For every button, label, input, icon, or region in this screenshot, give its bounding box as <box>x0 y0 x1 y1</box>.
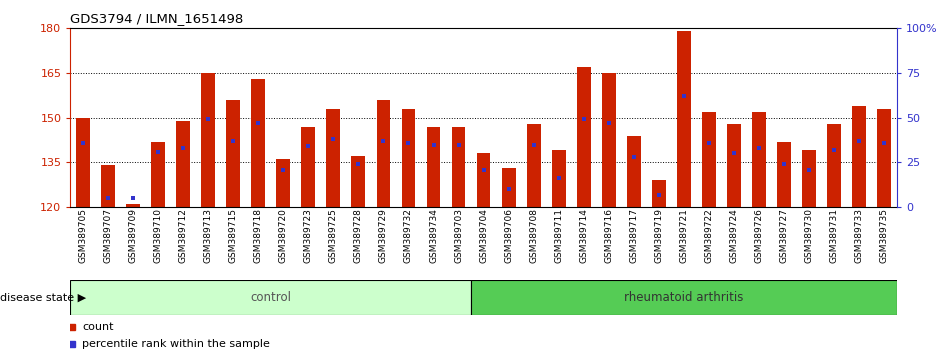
Bar <box>877 109 891 207</box>
Bar <box>501 169 516 207</box>
Bar <box>226 100 240 207</box>
Bar <box>252 79 265 207</box>
Bar <box>276 159 290 207</box>
Text: count: count <box>82 321 114 332</box>
Bar <box>802 150 816 207</box>
Bar <box>351 156 365 207</box>
Bar <box>752 112 766 207</box>
Bar <box>452 127 466 207</box>
Bar <box>177 121 190 207</box>
Text: disease state ▶: disease state ▶ <box>0 292 86 302</box>
Bar <box>151 142 165 207</box>
Text: GDS3794 / ILMN_1651498: GDS3794 / ILMN_1651498 <box>70 12 244 25</box>
Bar <box>552 150 565 207</box>
Bar <box>70 280 471 315</box>
Text: control: control <box>251 291 291 304</box>
Text: rheumatoid arthritis: rheumatoid arthritis <box>624 291 744 304</box>
Bar <box>827 124 841 207</box>
Bar <box>426 127 440 207</box>
Bar <box>301 127 316 207</box>
Bar <box>477 154 490 207</box>
Bar <box>471 280 897 315</box>
Bar <box>327 109 340 207</box>
Bar <box>402 109 415 207</box>
Bar <box>201 73 215 207</box>
Bar <box>853 106 866 207</box>
Bar <box>377 100 391 207</box>
Bar <box>727 124 741 207</box>
Bar <box>577 67 591 207</box>
Bar <box>677 31 691 207</box>
Bar <box>602 73 616 207</box>
Bar <box>527 124 541 207</box>
Bar <box>702 112 716 207</box>
Bar <box>76 118 90 207</box>
Bar <box>777 142 791 207</box>
Bar <box>101 165 115 207</box>
Bar <box>126 204 140 207</box>
Bar <box>652 180 666 207</box>
Text: percentile rank within the sample: percentile rank within the sample <box>82 339 269 349</box>
Bar <box>627 136 640 207</box>
